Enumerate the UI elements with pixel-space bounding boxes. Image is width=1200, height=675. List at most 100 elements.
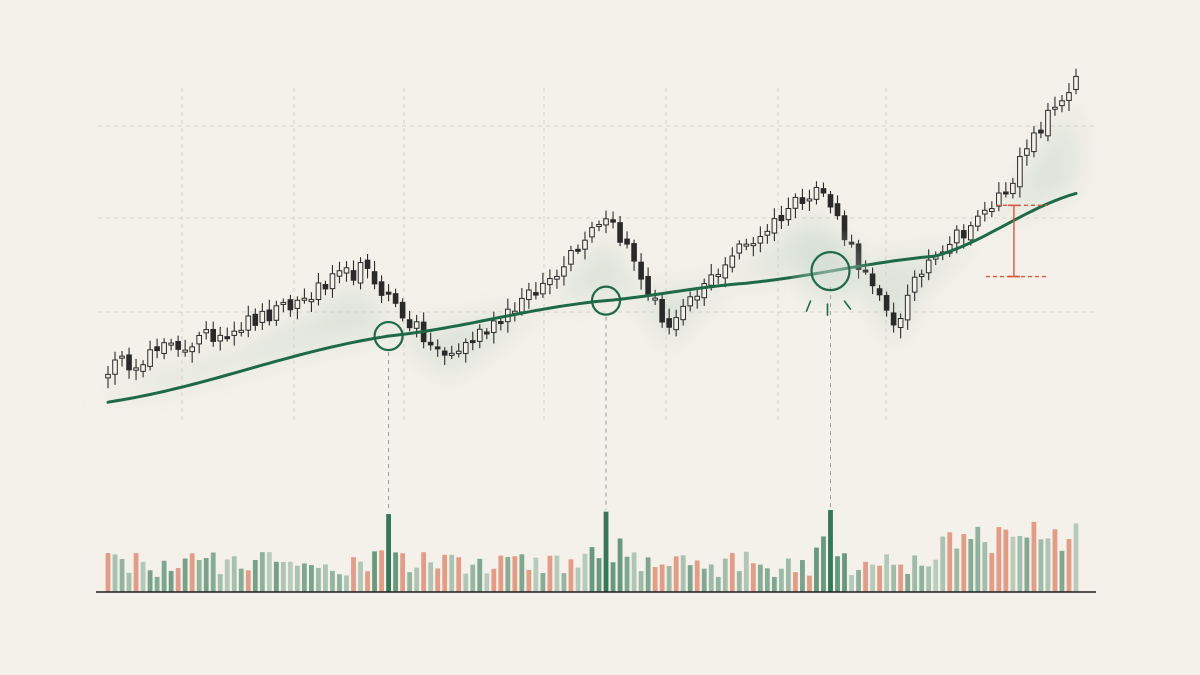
candle — [883, 291, 890, 317]
volume-bar — [891, 564, 897, 592]
candle — [911, 270, 918, 301]
volume-bar — [743, 551, 749, 592]
candle-body — [399, 301, 406, 319]
volume-bar — [203, 558, 209, 592]
candle-body — [252, 313, 259, 326]
candle-body — [133, 367, 139, 371]
candle-body — [434, 346, 441, 350]
volume-bar — [800, 560, 805, 592]
volume-bar — [463, 573, 469, 592]
volume-bar — [344, 575, 349, 592]
touch-markers — [373, 243, 859, 352]
volume-bar — [161, 560, 167, 592]
candle-body — [308, 299, 315, 303]
candle-body — [638, 261, 644, 280]
volume-bar — [1017, 536, 1023, 592]
candle — [750, 236, 757, 257]
candle — [1010, 177, 1016, 199]
volume-bar — [582, 553, 588, 592]
candle-body — [490, 320, 497, 334]
candle-body — [315, 282, 322, 301]
volume-bar — [302, 563, 307, 592]
volume-bar — [287, 561, 293, 592]
volume-bar — [189, 553, 195, 592]
volume-bar — [330, 570, 335, 592]
candle — [294, 296, 301, 320]
candle — [1017, 147, 1023, 198]
candle — [561, 256, 567, 286]
candle — [771, 208, 778, 242]
candle-body — [575, 248, 581, 252]
candle-body — [1059, 100, 1065, 107]
candle — [659, 295, 665, 328]
volume-bar — [596, 558, 602, 592]
candle — [582, 231, 588, 260]
volume-bar — [266, 552, 272, 592]
candle — [827, 190, 834, 214]
candle — [476, 324, 483, 349]
volume-bar — [442, 554, 448, 592]
volume-bar — [771, 576, 777, 592]
candle-body — [364, 259, 371, 269]
volume-bar — [309, 565, 314, 592]
candle-body — [385, 291, 392, 295]
candle — [217, 326, 224, 351]
candle — [259, 303, 266, 330]
candle-body — [883, 295, 890, 311]
candle-body — [715, 274, 722, 278]
candle-body — [371, 271, 378, 285]
candle — [869, 267, 876, 295]
candle-body — [960, 230, 967, 239]
volume-bar — [680, 555, 686, 592]
volume-bar — [1024, 537, 1030, 592]
candle-body — [203, 329, 210, 334]
volume-bar — [561, 573, 567, 592]
candle-body — [392, 293, 399, 304]
candle — [140, 360, 146, 378]
candle — [126, 347, 132, 379]
volume-bar — [778, 568, 784, 592]
candle — [673, 309, 679, 337]
candle — [799, 188, 806, 210]
candle — [455, 343, 462, 358]
candle — [729, 247, 736, 273]
candle-body — [1045, 109, 1051, 137]
volume-bar — [1010, 536, 1016, 592]
candle — [617, 216, 623, 247]
candle — [469, 331, 476, 351]
candle — [308, 292, 315, 313]
candle-body — [694, 295, 701, 301]
candle-body — [582, 239, 588, 250]
candle — [133, 358, 139, 381]
candle-body — [189, 346, 195, 353]
candle-body — [519, 297, 525, 313]
candle — [343, 261, 350, 282]
candle-body — [589, 227, 595, 238]
volume-bar — [533, 557, 539, 592]
volume-bar — [259, 552, 265, 592]
candle — [483, 328, 490, 340]
candle — [182, 339, 188, 357]
candle-body — [476, 328, 483, 342]
candle — [434, 339, 441, 357]
volume-bar — [603, 511, 609, 592]
candle-body — [498, 321, 504, 325]
candle — [540, 272, 546, 298]
candle — [154, 338, 160, 359]
candle — [764, 224, 771, 244]
candle-body — [687, 296, 694, 307]
candle-body — [989, 208, 995, 212]
candle-body — [280, 301, 287, 305]
volume-bar — [652, 567, 658, 592]
volume-bar — [968, 538, 974, 592]
candle-body — [140, 364, 146, 372]
candle-body — [469, 340, 476, 344]
candle — [701, 278, 708, 306]
candle-body — [322, 284, 329, 290]
candle — [203, 321, 210, 340]
volume-bar — [659, 564, 665, 592]
candle — [946, 236, 953, 258]
candle — [350, 260, 357, 286]
candle-body — [610, 219, 616, 223]
